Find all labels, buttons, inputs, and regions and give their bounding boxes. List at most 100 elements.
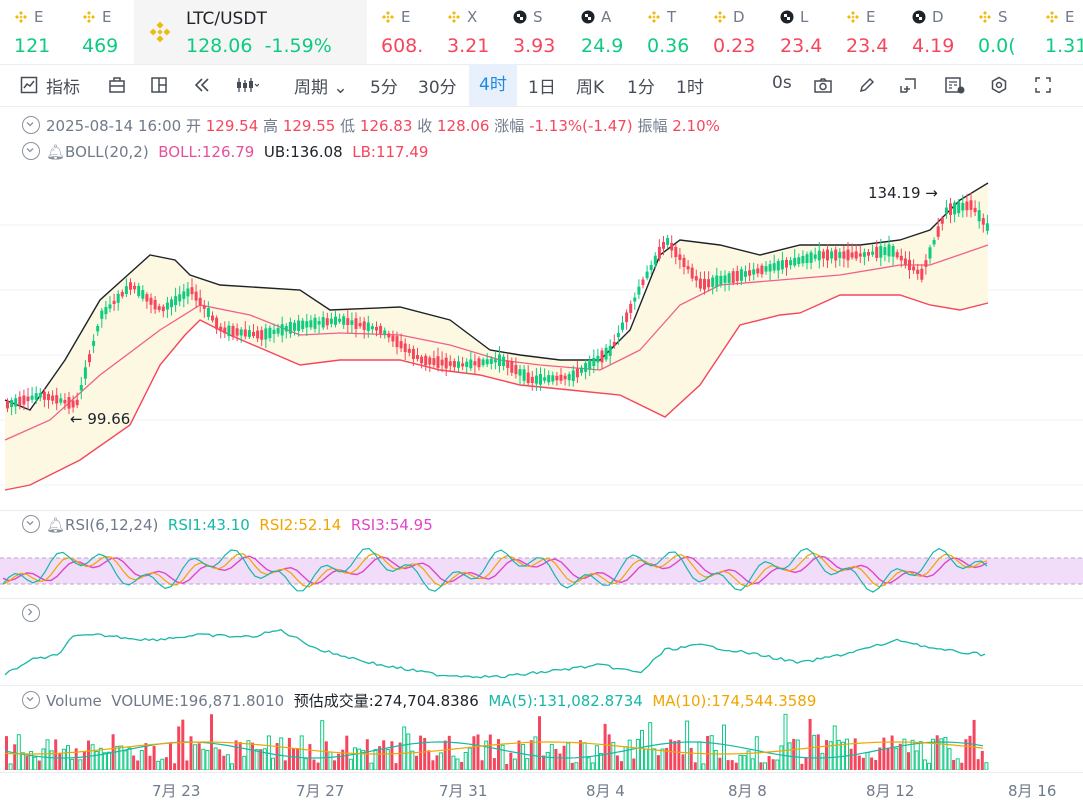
ticker-item[interactable]: T 0.36 xyxy=(633,0,699,64)
ticker-item[interactable]: D 0.23 xyxy=(699,0,766,64)
volume-bar xyxy=(607,734,611,770)
collapse-circle-icon[interactable] xyxy=(22,691,40,709)
boll-name: BOLL(20,2) xyxy=(65,143,149,161)
ticker-symbol: A xyxy=(601,8,612,26)
volume-bar xyxy=(156,760,161,770)
indicator-line-chart[interactable] xyxy=(0,625,1083,685)
add-window-icon[interactable] xyxy=(899,76,917,94)
ticker-item-active[interactable]: LTC/USDT 128.06 -1.59% xyxy=(134,0,367,64)
candle-body xyxy=(391,335,395,342)
candle-body xyxy=(407,348,411,353)
volume-bar xyxy=(333,760,336,770)
volume-bar xyxy=(566,742,571,770)
collapse-circle-icon[interactable] xyxy=(22,142,40,160)
volume-chart[interactable] xyxy=(0,712,1083,770)
volume-bar xyxy=(902,738,907,770)
bell-icon[interactable]: 🔔︎ xyxy=(46,143,66,161)
collapse-circle-icon[interactable] xyxy=(22,515,40,533)
volume-bar xyxy=(283,760,287,770)
candle-type-icon[interactable] xyxy=(235,76,259,94)
ticker-item[interactable]: E 23.4 xyxy=(832,0,898,64)
volume-bar xyxy=(341,749,345,770)
volume-bar xyxy=(102,752,107,770)
bell-icon[interactable]: 🔔︎ xyxy=(46,516,66,534)
candle-body xyxy=(264,328,268,340)
volume-bar xyxy=(197,743,201,770)
volume-bar xyxy=(98,747,103,770)
volume-bar xyxy=(771,759,775,770)
volume-bar xyxy=(152,746,156,770)
candle-body xyxy=(358,323,362,327)
volume-bar xyxy=(328,751,333,770)
chevron-right-circle-icon[interactable] xyxy=(22,604,40,622)
volume-bar xyxy=(25,755,29,770)
ticker-item[interactable]: L 23.4 xyxy=(766,0,832,64)
volume-bar xyxy=(148,755,152,770)
volume-bar xyxy=(635,738,640,770)
pane-divider[interactable] xyxy=(0,510,1083,511)
interval-1d[interactable]: 1日 xyxy=(528,78,556,98)
candle-body xyxy=(645,271,649,279)
candle-body xyxy=(47,393,50,401)
pane-divider[interactable] xyxy=(0,598,1083,599)
binance-coin-icon xyxy=(713,10,727,24)
volume-bar xyxy=(968,735,972,770)
candle-body xyxy=(555,375,559,381)
ticker-price: 1.31 xyxy=(1045,35,1083,57)
briefcase-icon[interactable] xyxy=(108,76,126,94)
candle-body xyxy=(686,266,690,270)
volume-bar xyxy=(480,760,484,770)
volume-bar xyxy=(58,753,62,770)
ticker-item[interactable]: E 469 xyxy=(68,0,134,64)
volume-bar xyxy=(353,747,357,770)
collapse-circle-icon[interactable] xyxy=(22,116,40,134)
volume-bar xyxy=(726,760,730,770)
candle-body xyxy=(297,320,301,331)
interval-4h-selected[interactable]: 4时 xyxy=(469,64,517,106)
volume-bar xyxy=(230,763,234,770)
interval-30m[interactable]: 30分 xyxy=(418,78,457,98)
ticker-item[interactable]: X 3.21 xyxy=(433,0,499,64)
volume-bar xyxy=(775,759,780,770)
replay-icon[interactable] xyxy=(193,76,211,94)
volume-bar xyxy=(500,744,505,770)
calculator-icon[interactable] xyxy=(944,76,966,94)
indicator-chart-icon[interactable] xyxy=(20,76,38,94)
rsi-chart[interactable] xyxy=(0,540,1083,600)
volume-bar xyxy=(590,762,595,770)
interval-week[interactable]: 周K xyxy=(576,78,605,98)
volume-bar xyxy=(463,751,468,770)
ticker-item[interactable]: S 3.93 xyxy=(499,0,567,64)
volume-bar xyxy=(225,754,230,770)
pane-divider[interactable] xyxy=(0,685,1083,686)
volume-bar xyxy=(660,748,665,770)
candlestick-chart[interactable] xyxy=(0,165,1083,510)
volume-bar xyxy=(20,752,25,770)
indicators-button[interactable]: 指标 xyxy=(46,78,80,98)
gear-icon[interactable] xyxy=(990,76,1008,94)
ticker-item[interactable]: S 0.0( xyxy=(964,0,1031,64)
candle-body xyxy=(846,249,850,261)
candle-body xyxy=(129,282,132,290)
change-label: 涨幅 xyxy=(494,117,525,135)
interval-5m[interactable]: 5分 xyxy=(370,78,398,98)
volume-bar xyxy=(943,736,948,770)
volume-bar xyxy=(348,758,353,770)
fullscreen-icon[interactable] xyxy=(1034,76,1052,94)
ticker-item[interactable]: E 121 xyxy=(0,0,68,64)
pencil-icon[interactable] xyxy=(858,76,876,94)
candle-body xyxy=(756,268,760,274)
expand-pane-control[interactable] xyxy=(22,604,46,623)
candle-body xyxy=(112,300,116,305)
ticker-item[interactable]: D 4.19 xyxy=(898,0,964,64)
interval-1h[interactable]: 1时 xyxy=(676,78,704,98)
candle-body xyxy=(153,299,157,310)
ticker-item[interactable]: A 24.9 xyxy=(567,0,633,64)
camera-icon[interactable] xyxy=(813,76,832,94)
interval-1m[interactable]: 1分 xyxy=(627,78,655,98)
ticker-item[interactable]: E 1.31 xyxy=(1031,0,1083,64)
candle-body xyxy=(10,400,14,408)
layout-icon[interactable] xyxy=(150,76,168,94)
ticker-item[interactable]: E 608. xyxy=(367,0,433,64)
period-dropdown[interactable]: 周期 ⌄ xyxy=(294,73,348,98)
